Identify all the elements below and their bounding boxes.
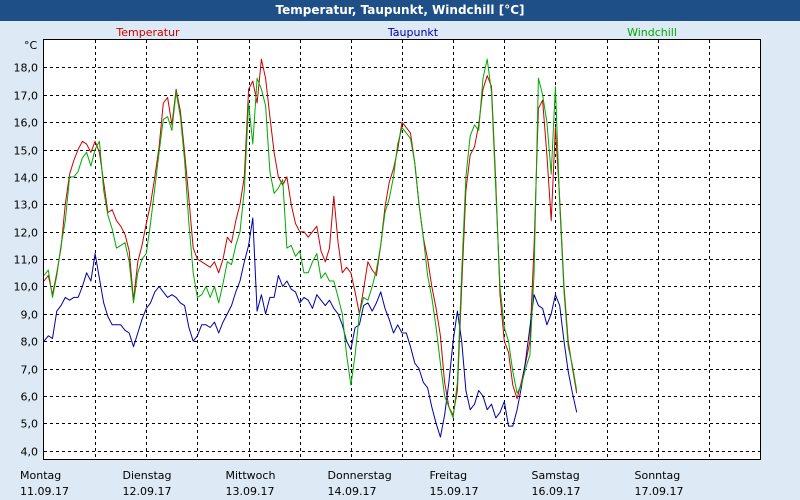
x-day-label: Donnerstag xyxy=(328,469,392,482)
x-date-label: 13.09.17 xyxy=(226,485,275,498)
x-date-label: 14.09.17 xyxy=(328,485,377,498)
x-day-label: Dienstag xyxy=(123,469,172,482)
y-tick-label: 11,0 xyxy=(14,254,39,267)
legend-windchill: Windchill xyxy=(627,26,677,39)
x-day-label: Mittwoch xyxy=(226,469,276,482)
y-tick-label: 12,0 xyxy=(14,227,39,240)
x-date-label: 15.09.17 xyxy=(430,485,479,498)
y-tick-label: 4,0 xyxy=(21,446,39,459)
legend-taupunkt: Taupunkt xyxy=(387,26,439,39)
y-tick-label: 13,0 xyxy=(14,199,39,212)
y-tick-label: 14,0 xyxy=(14,172,39,185)
chart-title: Temperatur, Taupunkt, Windchill [°C] xyxy=(0,0,800,21)
plot-border xyxy=(43,39,761,460)
y-axis-unit-label: °C xyxy=(24,39,38,52)
x-day-label: Montag xyxy=(20,469,61,482)
series-line-taupunkt xyxy=(43,217,578,438)
x-date-label: 16.09.17 xyxy=(532,485,581,498)
y-tick-label: 16,0 xyxy=(14,117,39,130)
legend-temperatur: Temperatur xyxy=(115,26,180,39)
y-tick-label: 5,0 xyxy=(21,418,39,431)
y-tick-label: 10,0 xyxy=(14,281,39,294)
y-tick-label: 17,0 xyxy=(14,90,39,103)
x-date-label: 11.09.17 xyxy=(20,485,69,498)
y-tick-label: 18,0 xyxy=(14,62,39,75)
series-line-windchill xyxy=(43,58,578,419)
x-day-label: Sonntag xyxy=(635,469,681,482)
y-tick-label: 9,0 xyxy=(21,309,39,322)
y-tick-label: 7,0 xyxy=(21,364,39,377)
y-tick-label: 6,0 xyxy=(21,391,39,404)
x-date-label: 17.09.17 xyxy=(635,485,684,498)
x-day-label: Samstag xyxy=(532,469,580,482)
x-day-label: Freitag xyxy=(430,469,468,482)
x-date-label: 12.09.17 xyxy=(123,485,172,498)
y-tick-label: 8,0 xyxy=(21,336,39,349)
y-tick-label: 15,0 xyxy=(14,145,39,158)
